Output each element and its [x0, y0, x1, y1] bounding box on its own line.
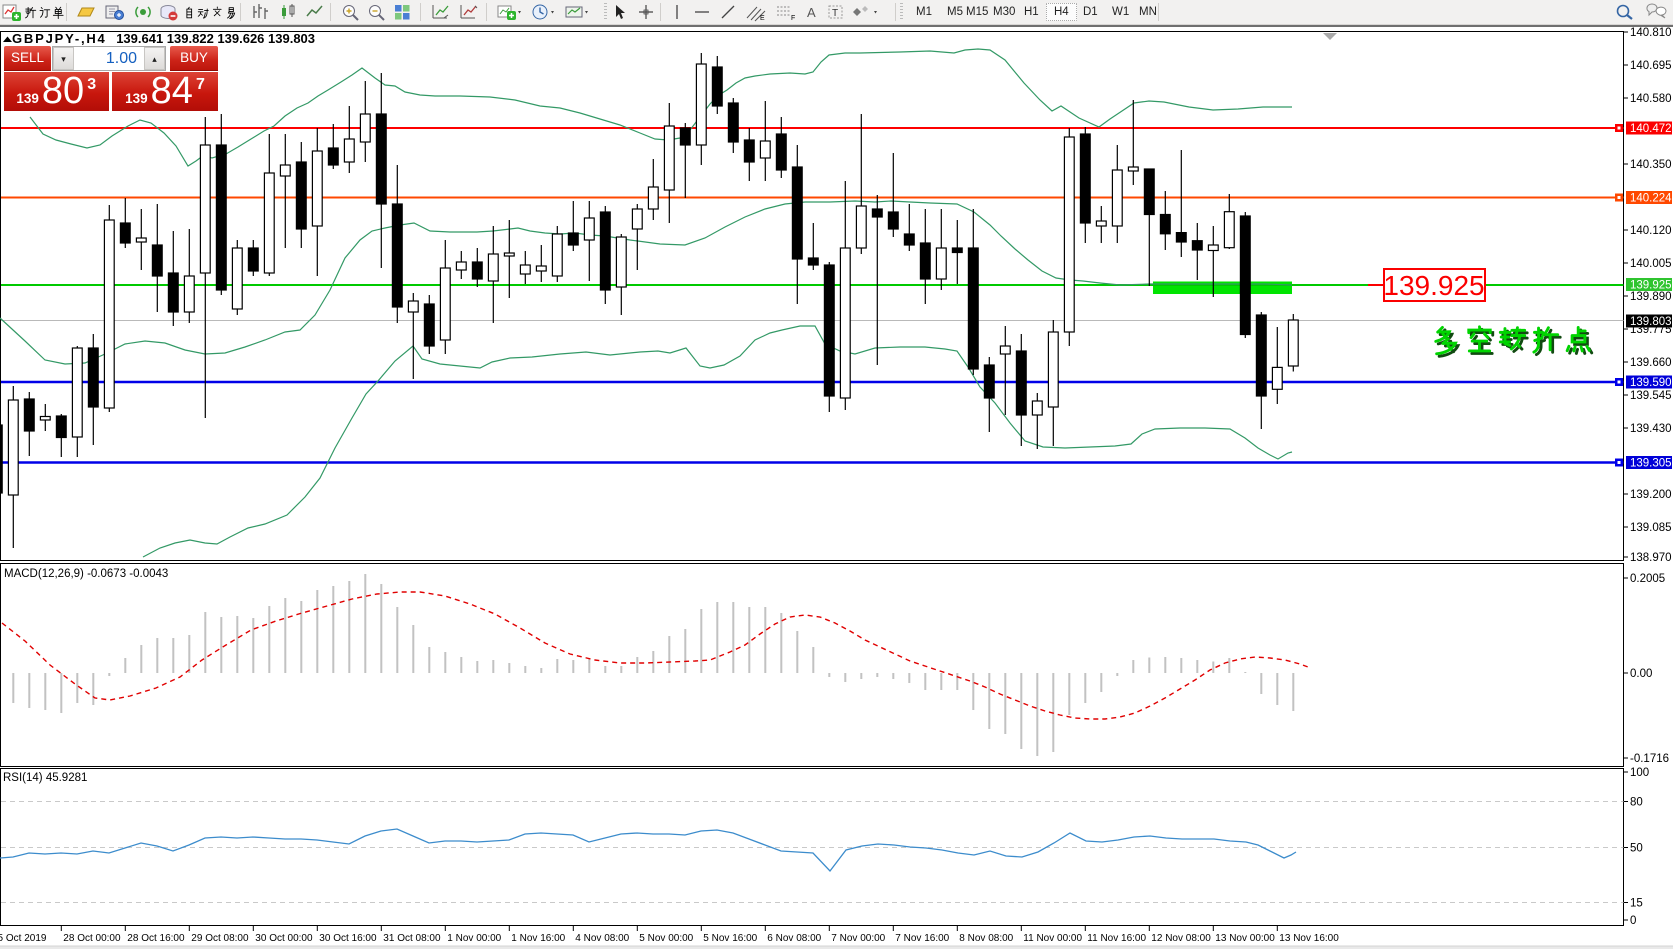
svg-text:140.350: 140.350 — [1630, 159, 1672, 171]
svg-text:11 Nov 16:00: 11 Nov 16:00 — [1087, 933, 1146, 944]
svg-text:7 Nov 00:00: 7 Nov 00:00 — [831, 933, 885, 944]
svg-text:140.695: 140.695 — [1630, 60, 1672, 72]
svg-text:13 Nov 16:00: 13 Nov 16:00 — [1279, 933, 1339, 944]
svg-text:15: 15 — [1630, 898, 1643, 910]
svg-text:7 Nov 16:00: 7 Nov 16:00 — [895, 933, 949, 944]
svg-text:30 Oct 00:00: 30 Oct 00:00 — [255, 933, 313, 944]
svg-text:A: A — [807, 5, 816, 20]
svg-text:140.005: 140.005 — [1630, 258, 1672, 270]
svg-text:6 Nov 08:00: 6 Nov 08:00 — [767, 933, 821, 944]
svg-text:139.200: 139.200 — [1630, 489, 1672, 501]
svg-text:F: F — [791, 15, 795, 22]
svg-text:8 Nov 08:00: 8 Nov 08:00 — [959, 933, 1013, 944]
svg-text:5 Nov 16:00: 5 Nov 16:00 — [703, 933, 757, 944]
svg-text:RSI(14) 45.9281: RSI(14) 45.9281 — [3, 772, 87, 784]
svg-text:139.545: 139.545 — [1630, 390, 1672, 402]
svg-text:28 Oct 00:00: 28 Oct 00:00 — [63, 933, 121, 944]
svg-text:138.970: 138.970 — [1630, 552, 1672, 564]
svg-text:12 Nov 08:00: 12 Nov 08:00 — [1151, 933, 1211, 944]
svg-text:25 Oct 2019: 25 Oct 2019 — [0, 933, 47, 944]
svg-text:MACD(12,26,9) -0.0673 -0.0043: MACD(12,26,9) -0.0673 -0.0043 — [4, 568, 168, 580]
svg-text:139.590: 139.590 — [1630, 377, 1672, 389]
svg-text:140.580: 140.580 — [1630, 93, 1672, 105]
svg-text:140.810: 140.810 — [1630, 27, 1672, 39]
svg-text:0.2005: 0.2005 — [1630, 573, 1665, 585]
svg-text:29 Oct 08:00: 29 Oct 08:00 — [191, 933, 249, 944]
svg-text:140.224: 140.224 — [1630, 193, 1672, 205]
svg-text:0.00: 0.00 — [1630, 668, 1652, 680]
svg-text:139.660: 139.660 — [1630, 357, 1672, 369]
svg-text:-0.1716: -0.1716 — [1630, 753, 1669, 765]
svg-text:139.803: 139.803 — [1630, 316, 1672, 328]
svg-text:1 Nov 00:00: 1 Nov 00:00 — [447, 933, 501, 944]
svg-text:E: E — [760, 15, 765, 22]
svg-text:T: T — [832, 8, 838, 19]
svg-text:13 Nov 00:00: 13 Nov 00:00 — [1215, 933, 1275, 944]
svg-text:4 Nov 08:00: 4 Nov 08:00 — [575, 933, 629, 944]
svg-text:139.925: 139.925 — [1383, 270, 1484, 301]
svg-text:31 Oct 08:00: 31 Oct 08:00 — [383, 933, 441, 944]
svg-text:30 Oct 16:00: 30 Oct 16:00 — [319, 933, 377, 944]
svg-text:50: 50 — [1630, 843, 1643, 855]
svg-text:139.890: 139.890 — [1630, 291, 1672, 303]
svg-text:GBPJPY-,H4 139.641 139.822 139: GBPJPY-,H4 139.641 139.822 139.626 139.8… — [12, 31, 315, 46]
svg-text:140.120: 140.120 — [1630, 225, 1672, 237]
svg-text:5 Nov 00:00: 5 Nov 00:00 — [639, 933, 693, 944]
svg-text:139.925: 139.925 — [1630, 280, 1672, 292]
svg-text:11 Nov 00:00: 11 Nov 00:00 — [1023, 933, 1082, 944]
svg-text:100: 100 — [1630, 767, 1649, 779]
svg-text:139.430: 139.430 — [1630, 423, 1672, 435]
svg-text:0: 0 — [1630, 915, 1636, 927]
svg-text:139.085: 139.085 — [1630, 522, 1672, 534]
svg-text:139.305: 139.305 — [1630, 458, 1672, 470]
svg-text:80: 80 — [1630, 797, 1643, 809]
svg-text:28 Oct 16:00: 28 Oct 16:00 — [127, 933, 185, 944]
svg-text:1 Nov 16:00: 1 Nov 16:00 — [511, 933, 565, 944]
svg-text:140.472: 140.472 — [1630, 123, 1672, 135]
